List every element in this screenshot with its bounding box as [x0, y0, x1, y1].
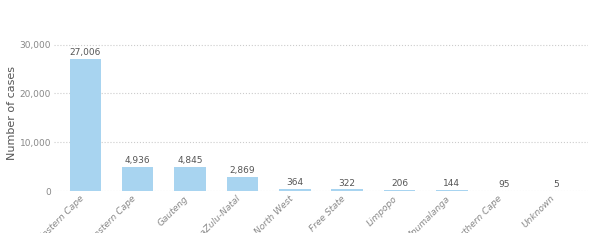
Y-axis label: Number of cases: Number of cases: [7, 66, 17, 160]
Text: 2,869: 2,869: [230, 166, 255, 175]
Bar: [384, 190, 415, 191]
Text: 322: 322: [338, 178, 356, 188]
Text: 27,006: 27,006: [70, 48, 101, 57]
Text: 206: 206: [391, 179, 408, 188]
Text: 4,936: 4,936: [125, 156, 151, 165]
Text: 364: 364: [286, 178, 304, 187]
Bar: [175, 168, 206, 191]
Bar: [122, 167, 154, 191]
Text: 95: 95: [499, 180, 510, 189]
Text: Cumulative cases by province: Cumulative cases by province: [6, 10, 184, 23]
Text: 5: 5: [554, 180, 559, 189]
Bar: [70, 59, 101, 191]
Bar: [279, 189, 311, 191]
Text: 4,845: 4,845: [178, 157, 203, 165]
Bar: [436, 190, 467, 191]
Bar: [227, 177, 258, 191]
Bar: [331, 189, 363, 191]
Text: 144: 144: [443, 179, 460, 188]
